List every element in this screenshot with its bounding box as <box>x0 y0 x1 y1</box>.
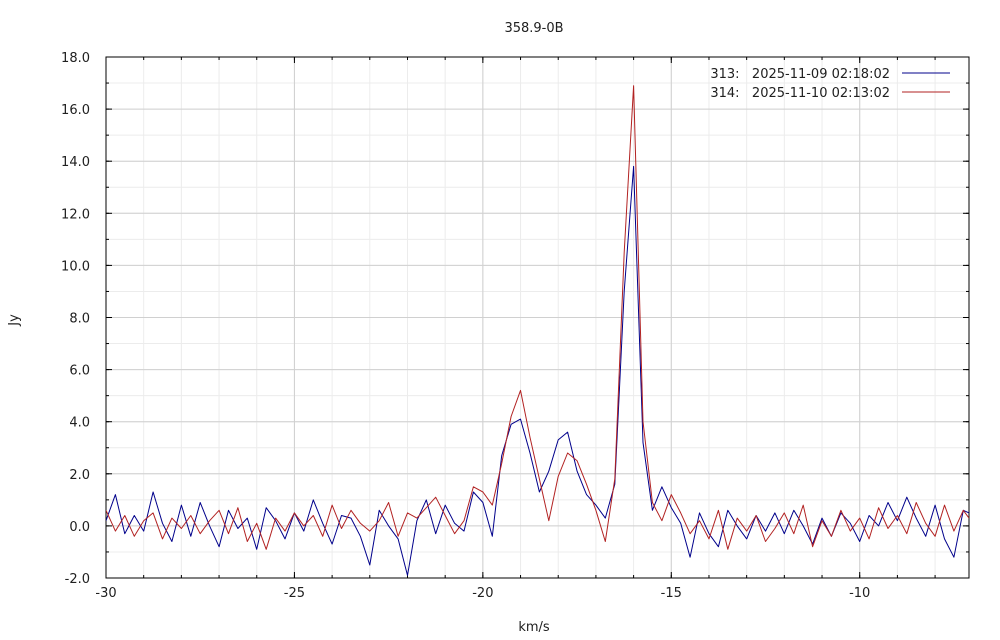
y-tick-label: 2.0 <box>69 468 90 483</box>
y-axis-label: Jy <box>7 314 22 327</box>
y-tick-label: 4.0 <box>69 416 90 431</box>
y-tick-label: 18.0 <box>61 51 90 66</box>
y-tick-label: 8.0 <box>69 312 90 327</box>
y-tick-label: 10.0 <box>61 259 90 274</box>
y-tick-label: 0.0 <box>69 520 90 535</box>
legend: 313: 2025-11-09 02:18:02 314: 2025-11-10… <box>710 67 950 101</box>
chart-title: 358.9-0B <box>504 21 563 36</box>
legend-label-313: 313: 2025-11-09 02:18:02 <box>710 67 890 82</box>
grid <box>105 56 969 579</box>
x-tick-label: -20 <box>472 586 493 601</box>
axis-ticks: -30 -25 -20 -15 -10 -2.0 0.0 2.0 4.0 6.0 8.0 10.0 12… <box>61 51 969 601</box>
y-tick-label: 16.0 <box>61 103 90 118</box>
legend-label-314: 314: 2025-11-10 02:13:02 <box>710 86 890 101</box>
y-tick-label: 14.0 <box>61 155 90 170</box>
y-tick-label: -2.0 <box>65 572 90 587</box>
x-tick-label: -25 <box>284 586 305 601</box>
y-tick-label: 12.0 <box>61 207 90 222</box>
y-tick-label: 6.0 <box>69 364 90 379</box>
series-line-314 <box>106 85 969 550</box>
x-tick-label: -30 <box>95 586 116 601</box>
x-tick-label: -10 <box>849 586 870 601</box>
series-lines <box>106 85 969 576</box>
x-tick-label: -15 <box>661 586 682 601</box>
x-axis-label: km/s <box>518 620 550 635</box>
